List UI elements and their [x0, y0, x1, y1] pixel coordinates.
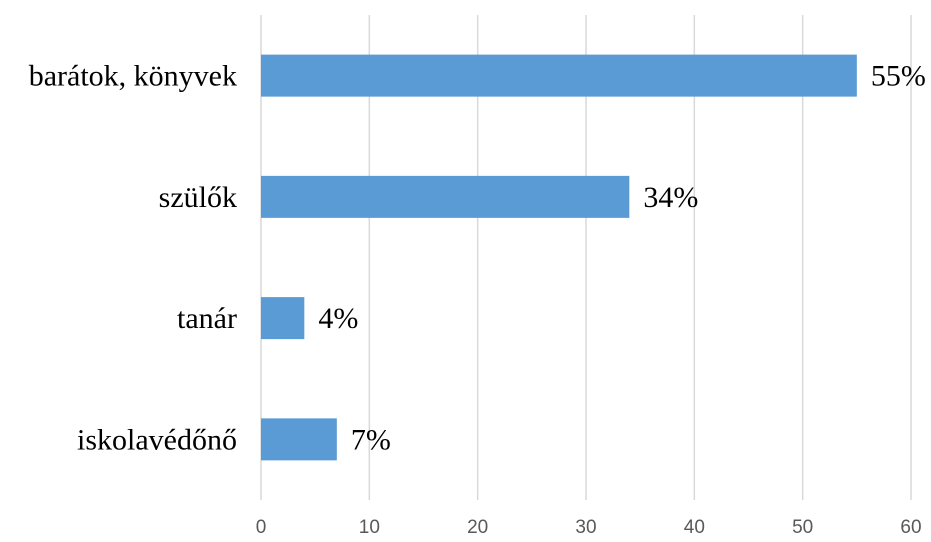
category-labels: barátok, könyvek szülők tanár iskolavédőnő — [29, 60, 237, 457]
bar — [261, 175, 630, 218]
data-label: 55% — [871, 60, 926, 93]
x-tick-label: 20 — [467, 517, 488, 538]
x-tick-label: 40 — [684, 517, 705, 538]
x-tick-label: 0 — [256, 517, 267, 538]
category-label: szülők — [159, 181, 237, 214]
data-labels: 55% 34% 4% 7% — [318, 60, 926, 457]
bars — [261, 54, 857, 461]
category-label: tanár — [177, 302, 237, 335]
category-label: iskolavédőnő — [77, 423, 237, 456]
bar — [261, 54, 857, 97]
x-tick-label: 10 — [359, 517, 380, 538]
data-label: 7% — [351, 423, 391, 456]
x-tick-label: 60 — [900, 517, 921, 538]
bar — [261, 297, 305, 340]
category-label: barátok, könyvek — [29, 60, 237, 93]
x-tick-label: 30 — [575, 517, 596, 538]
data-label: 34% — [643, 181, 698, 214]
x-tick-label: 50 — [792, 517, 813, 538]
x-axis-tick-labels: 0 10 20 30 40 50 60 — [256, 517, 922, 538]
bar — [261, 418, 337, 461]
data-label: 4% — [318, 302, 358, 335]
